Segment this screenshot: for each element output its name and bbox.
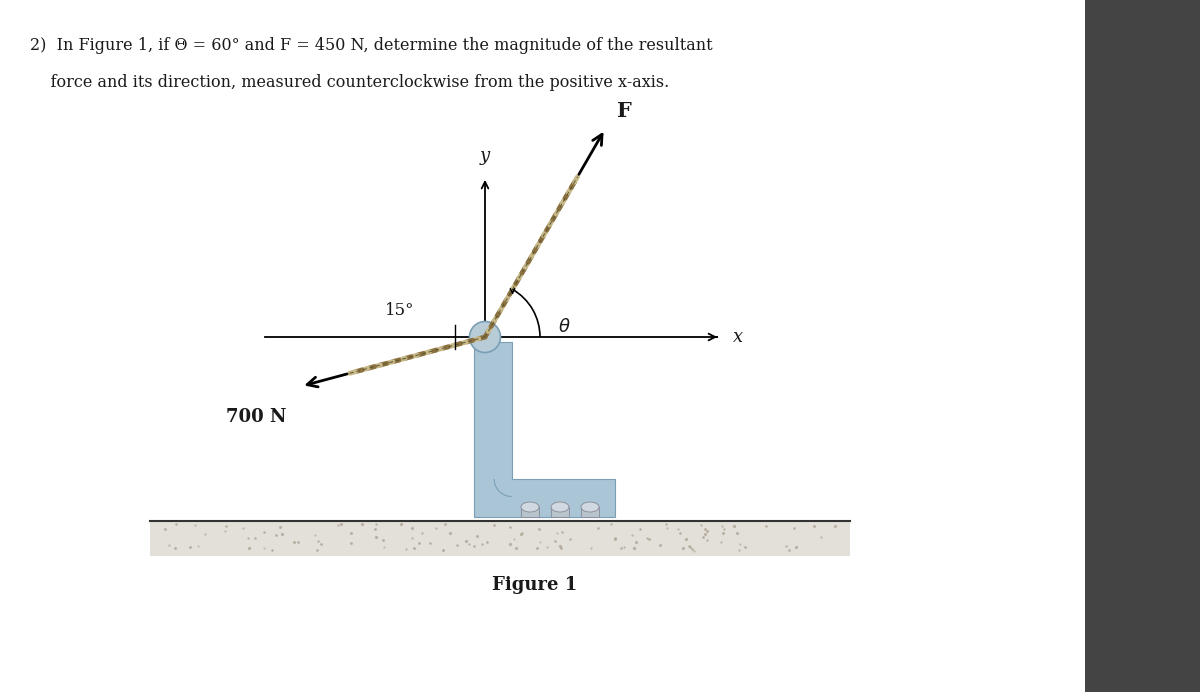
Text: 700 N: 700 N bbox=[226, 408, 287, 426]
Polygon shape bbox=[551, 507, 569, 517]
Text: $\theta$: $\theta$ bbox=[558, 318, 571, 336]
Polygon shape bbox=[521, 507, 539, 517]
Ellipse shape bbox=[521, 502, 539, 512]
Polygon shape bbox=[150, 521, 850, 556]
Text: F: F bbox=[617, 101, 631, 121]
Text: y: y bbox=[480, 147, 490, 165]
Text: 2)  In Figure 1, if Θ = 60° and F = 450 N, determine the magnitude of the result: 2) In Figure 1, if Θ = 60° and F = 450 N… bbox=[30, 37, 713, 54]
Circle shape bbox=[469, 322, 500, 352]
Text: 15°: 15° bbox=[385, 302, 415, 319]
Polygon shape bbox=[581, 507, 599, 517]
Polygon shape bbox=[1085, 0, 1200, 692]
Text: x: x bbox=[733, 328, 743, 346]
Polygon shape bbox=[474, 342, 616, 517]
Text: Figure 1: Figure 1 bbox=[492, 576, 577, 594]
Ellipse shape bbox=[581, 502, 599, 512]
Text: force and its direction, measured counterclockwise from the positive x-axis.: force and its direction, measured counte… bbox=[30, 74, 670, 91]
Ellipse shape bbox=[551, 502, 569, 512]
